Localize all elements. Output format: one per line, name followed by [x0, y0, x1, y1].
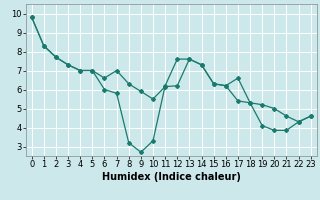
X-axis label: Humidex (Indice chaleur): Humidex (Indice chaleur)	[102, 172, 241, 182]
